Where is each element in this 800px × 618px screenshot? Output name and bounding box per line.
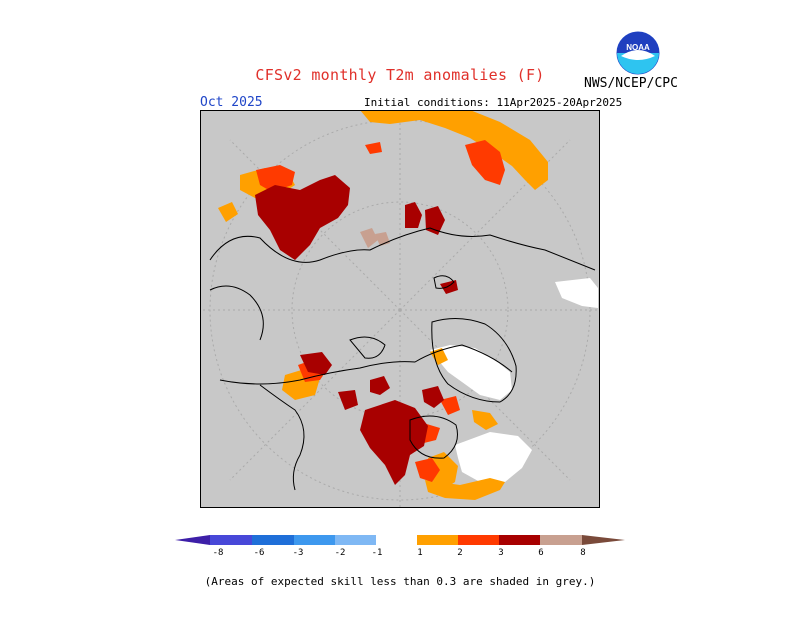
initial-conditions: Initial conditions: 11Apr2025-20Apr2025: [364, 96, 623, 109]
hudson-dark-red: [422, 386, 444, 408]
arctic-islands: [349, 336, 386, 359]
white-areas: [430, 278, 598, 482]
siberia-red-orange: [465, 140, 505, 185]
colorbar-swatch: [294, 535, 335, 545]
us-orange: [425, 478, 505, 500]
colorbar-label: 8: [580, 548, 585, 558]
small-dark-red: [440, 280, 458, 294]
labrador-orange: [472, 410, 498, 430]
eurasia-coast: [209, 227, 596, 271]
noaa-logo: NOAA: [616, 31, 660, 75]
colorbar-label: -1: [372, 548, 383, 558]
colorbar-labels: -8 -6 -3 -2 -1 1 2 3 6 8: [213, 548, 586, 558]
canada-orange: [428, 452, 458, 490]
colorbar-swatch: [499, 535, 540, 545]
alaska-dark-red: [300, 352, 332, 375]
svalbard: [433, 275, 455, 289]
colorbar-right-arrow: [582, 535, 625, 545]
colorbar-label: -6: [254, 548, 265, 558]
colorbar-label: 2: [457, 548, 462, 558]
colorbar-label: -8: [213, 548, 224, 558]
north-america-white-area: [455, 432, 532, 482]
colorbar-swatch: [210, 535, 252, 545]
colorbar-label: 6: [538, 548, 543, 558]
anomaly-map: [200, 110, 600, 508]
colorbar-left-arrow: [175, 535, 210, 545]
chart-title: CFSv2 monthly T2m anomalies (F): [255, 66, 545, 84]
quebec-red-orange: [440, 396, 460, 415]
colorbar-swatch: [252, 535, 294, 545]
siberia-dark-red: [405, 202, 422, 228]
greenland-coast: [431, 318, 517, 403]
canada-dark-red-2: [338, 390, 358, 410]
colorbar-swatch: [458, 535, 499, 545]
canada-dark-red: [360, 400, 428, 485]
greenland-white-area: [430, 345, 512, 400]
colorbar-label: 3: [498, 548, 503, 558]
europe-coast: [209, 285, 264, 341]
hudson-coast: [409, 415, 458, 459]
small-white-area: [555, 278, 598, 308]
russia-dark-red: [255, 175, 350, 260]
russia-red-orange: [256, 165, 295, 192]
north-america-coast: [219, 344, 513, 385]
colorbar-label: 1: [417, 548, 422, 558]
colorbar-swatch: [540, 535, 582, 545]
colorbar-swatch: [335, 535, 376, 545]
footnote: (Areas of expected skill less than 0.3 a…: [204, 575, 596, 588]
colorbar-label: -2: [335, 548, 346, 558]
noaa-logo-text: NOAA: [626, 43, 650, 52]
arctic-dark-red: [370, 376, 390, 395]
us-red-orange: [415, 458, 440, 482]
russia-brown: [360, 228, 378, 248]
colorbar: -8 -6 -3 -2 -1 1 2 3 6 8: [175, 535, 625, 558]
coastlines: [209, 227, 596, 491]
small-red-orange: [365, 142, 382, 154]
alaska-coast: [259, 384, 305, 491]
colorbar-swatch: [376, 535, 417, 545]
forecast-month: Oct 2025: [200, 95, 263, 110]
colorbar-swatch: [417, 535, 458, 545]
agency-label: NWS/NCEP/CPC: [584, 76, 678, 91]
west-europe-orange: [218, 202, 238, 222]
anomaly-3-6: [255, 175, 458, 485]
siberia-orange-band: [360, 110, 548, 190]
colorbar-label: -3: [293, 548, 304, 558]
map-frame: [200, 110, 600, 508]
